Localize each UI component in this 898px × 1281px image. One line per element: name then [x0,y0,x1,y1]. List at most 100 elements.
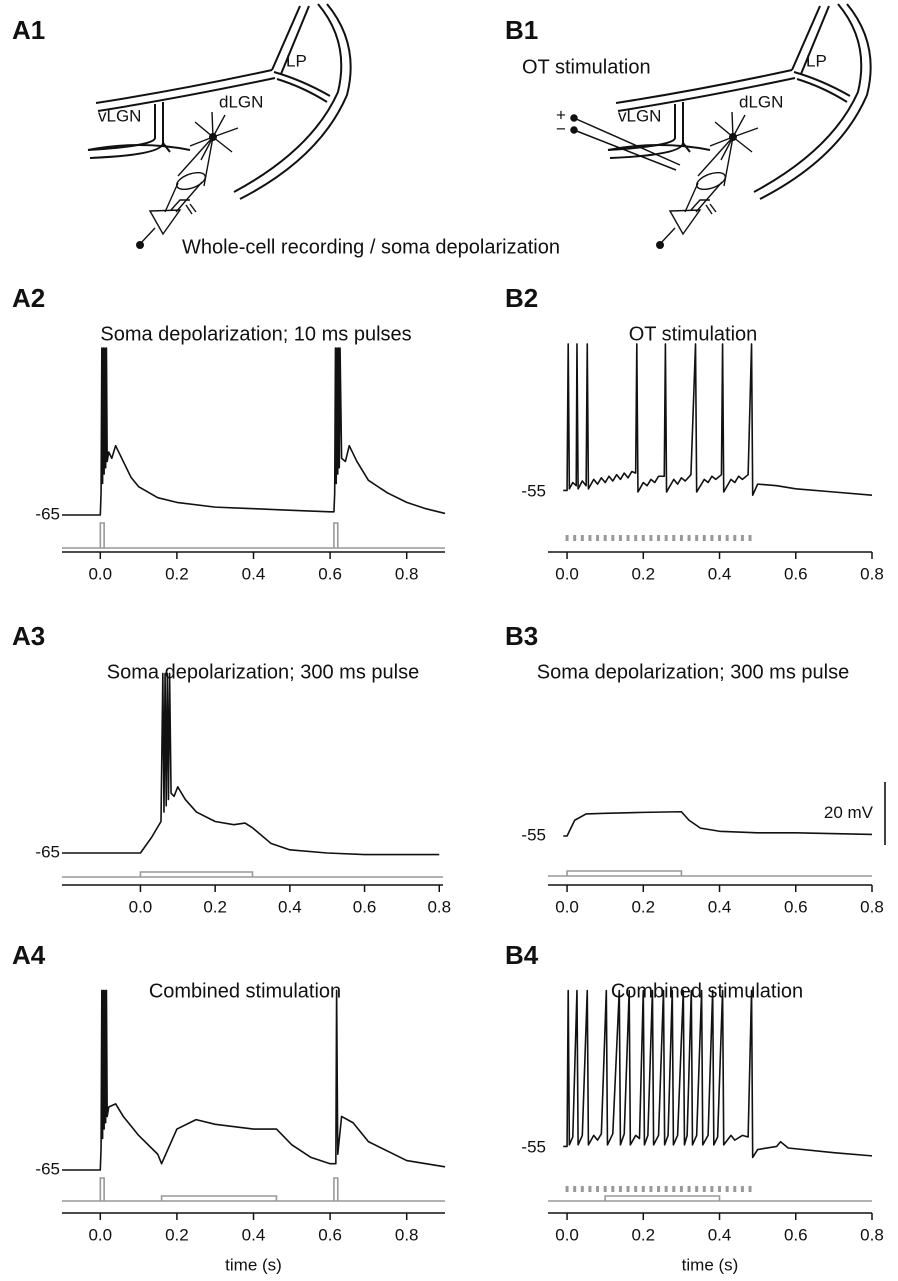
ot-pulse [618,535,622,541]
x-tick-label: 0.0 [88,1225,112,1244]
voltage-trace [62,672,440,856]
x-tick-label: 0.4 [708,897,732,916]
ot-pulse [641,535,645,541]
ot-pulse [657,535,661,541]
region-label: vLGN [618,106,661,125]
y-tick-label: -65 [35,1159,60,1178]
a1-diagram [87,3,352,249]
ot-pulse [740,1186,744,1192]
stim-step [160,1195,278,1201]
stim-step [139,871,254,877]
region-label: dLGN [219,92,263,111]
ot-pulse [565,535,569,541]
x-tick-label: 0.4 [242,1225,266,1244]
ot-pulse [687,1186,691,1192]
ot-pulse [725,1186,729,1192]
y-tick-label: -55 [521,825,546,844]
scale-bar-label: 20 mV [824,803,874,822]
region-label: vLGN [98,106,141,125]
stim-pulse [99,1177,105,1201]
ot-pulse [580,1186,584,1192]
y-tick-label: -65 [35,504,60,523]
stim-step [604,1195,721,1201]
ot-pulse [733,535,737,541]
voltage-trace [563,810,873,837]
b1-diagram [607,3,872,249]
polarity: + [556,105,566,124]
ot-pulse [596,1186,600,1192]
ot-pulse [573,1186,577,1192]
panel-label: B1 [505,15,538,45]
ot-pulse [657,1186,661,1192]
x-tick-label: 0.6 [318,1225,342,1244]
ot-pulse [740,535,744,541]
ot-pulse [626,535,630,541]
voltage-trace [62,347,446,516]
ot-pulse [588,1186,592,1192]
recording-label: Whole-cell recording / soma depolarizati… [182,236,560,258]
panel-label: B2 [505,283,538,313]
ot-pulse [573,535,577,541]
panel-title: Soma depolarization; 10 ms pulses [100,323,411,345]
stim-label: OT stimulation [522,56,651,78]
ot-pulse [733,1186,737,1192]
x-tick-label: 0.2 [165,564,189,583]
x-tick-label: 0.6 [784,897,808,916]
ot-pulse [710,1186,714,1192]
ot-pulse [725,535,729,541]
panel-title: Combined stimulation [149,980,341,1002]
ot-pulse [649,535,653,541]
ot-pulse [580,535,584,541]
x-tick-label: 0.2 [631,897,655,916]
x-tick-label: 0.0 [129,897,153,916]
panel-label: A1 [12,15,45,45]
stim-pulse [99,522,105,548]
ot-pulse [565,1186,569,1192]
ot-pulse [641,1186,645,1192]
ot-pulse [672,535,676,541]
ot-pulse [695,1186,699,1192]
panel-label: A4 [12,940,46,970]
x-tick-label: 0.2 [165,1225,189,1244]
ot-pulse [634,1186,638,1192]
ot-pulse [626,1186,630,1192]
ot-pulse [679,535,683,541]
x-tick-label: 0.8 [860,1225,884,1244]
stim-pulse [333,1177,339,1201]
ot-pulse [603,535,607,541]
ot-pulse [710,535,714,541]
y-tick-label: -55 [521,1137,546,1156]
region-label: LP [286,51,307,70]
y-tick-label: -55 [521,481,546,500]
x-tick-label: 0.6 [784,564,808,583]
panel-title: Soma depolarization; 300 ms pulse [537,661,849,683]
ot-pulse [649,1186,653,1192]
panel-label: A3 [12,621,45,651]
x-tick-label: 0.4 [708,564,732,583]
x-tick-label: 0.2 [631,564,655,583]
x-tick-label: 0.6 [353,897,377,916]
x-tick-label: 0.0 [555,1225,579,1244]
ot-pulse [679,1186,683,1192]
ot-pulse [611,535,615,541]
ot-pulse [702,535,706,541]
ot-pulse [596,535,600,541]
ot-pulse [702,1186,706,1192]
x-tick-label: 0.8 [395,564,419,583]
voltage-trace [563,989,873,1159]
ot-pulse [664,1186,668,1192]
x-tick-label: 0.0 [555,564,579,583]
y-tick-label: -65 [35,842,60,861]
x-tick-label: 0.0 [555,897,579,916]
x-tick-label: 0.6 [784,1225,808,1244]
x-tick-label: 0.8 [860,897,884,916]
stim-pulse [333,522,339,548]
ot-pulse [687,535,691,541]
x-tick-label: 0.4 [278,897,302,916]
x-axis-label: time (s) [682,1255,739,1274]
ot-pulse [618,1186,622,1192]
x-tick-label: 0.0 [88,564,112,583]
ot-pulse [718,1186,722,1192]
panel-label: A2 [12,283,45,313]
